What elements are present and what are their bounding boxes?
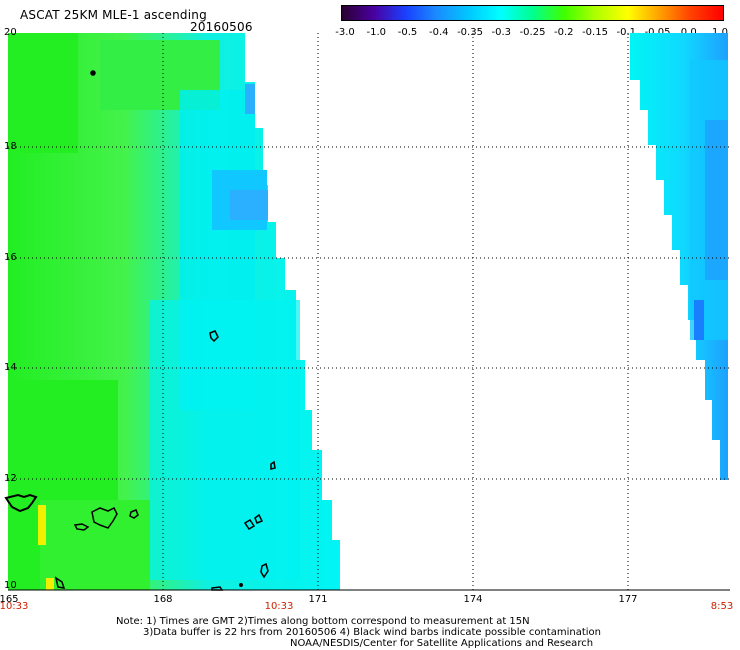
lon-label-165: 165 (0, 594, 19, 605)
gridlines (8, 33, 730, 590)
time-label: 10:33 (264, 601, 294, 612)
lat-label-20: 20 (4, 27, 17, 38)
footnote-line-2: 3)Data buffer is 22 hrs from 20160506 4)… (143, 627, 601, 638)
colorbar-tick-label: 0.0 (680, 27, 697, 38)
lat-label-18: 18 (4, 141, 17, 152)
time-label: 8:53 (710, 601, 734, 612)
blue-patch (230, 190, 268, 220)
lat-label-14: 14 (4, 362, 17, 373)
green-patch (40, 500, 150, 590)
blue-patch (245, 84, 255, 114)
blue-patch (694, 300, 704, 340)
lon-label-168: 168 (153, 594, 173, 605)
colorbar-tick-label: -0.5 (397, 27, 418, 38)
time-label: 10:33 (0, 601, 29, 612)
green-patch (8, 33, 78, 153)
lon-label-174: 174 (463, 594, 483, 605)
colorbar-tick-label: -0.1 (616, 27, 637, 38)
footnote-line-3: NOAA/NESDIS/Center for Satellite Applica… (290, 638, 594, 649)
footnote-line-1: Note: 1) Times are GMT 2)Times along bot… (116, 616, 530, 627)
colorbar-tick-label: -0.05 (644, 27, 671, 38)
yellow-patch (38, 505, 46, 545)
lat-label-12: 12 (4, 473, 17, 484)
lat-label-10: 10 (4, 580, 17, 591)
colorbar (341, 5, 724, 21)
product-date: 20160506 (190, 20, 253, 34)
colorbar-tick-label: -0.35 (457, 27, 483, 38)
colorbar-tick-label: -0.4 (428, 27, 449, 38)
aqua-patch (150, 300, 300, 580)
yellow-patch (46, 578, 54, 590)
colorbar-tick-label: -0.25 (519, 27, 546, 38)
colorbar-tick-label: -0.15 (582, 27, 608, 38)
lat-label-16: 16 (4, 252, 17, 263)
colorbar-tick-label: -1.0 (366, 27, 387, 38)
lon-label-177: 177 (618, 594, 638, 605)
colorbar-tick-label: -0.2 (553, 27, 574, 38)
product-title: ASCAT 25KM MLE-1 ascending (20, 8, 207, 22)
colorbar-tick-label: -0.3 (491, 27, 512, 38)
blue-patch (705, 120, 728, 280)
colorbar-tick-label: -3.0 (335, 27, 355, 38)
lon-label-171: 171 (308, 594, 328, 605)
colorbar-tick-label: 1.0 (712, 27, 728, 38)
map-plot (4, 33, 730, 591)
